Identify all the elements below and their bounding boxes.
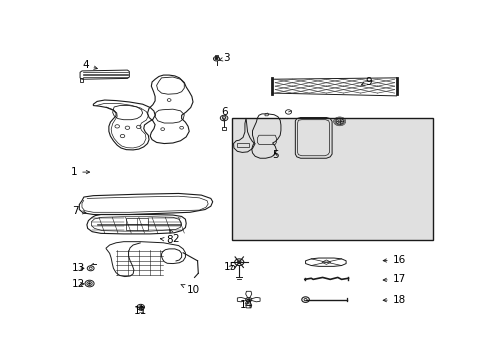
Text: 3: 3	[219, 53, 229, 63]
Text: 8: 8	[160, 235, 173, 245]
Circle shape	[215, 58, 218, 60]
Text: 18: 18	[383, 294, 405, 305]
Text: 16: 16	[383, 255, 405, 265]
Circle shape	[88, 283, 90, 284]
Text: 14: 14	[240, 300, 253, 310]
Text: 4: 4	[82, 60, 97, 70]
Text: 12: 12	[72, 279, 85, 289]
Text: 1: 1	[70, 167, 89, 177]
Text: 5: 5	[271, 150, 278, 161]
Text: 10: 10	[181, 284, 199, 295]
Text: 7: 7	[72, 206, 86, 216]
Text: 11: 11	[134, 306, 147, 316]
Text: 17: 17	[383, 274, 405, 284]
Text: 13: 13	[72, 263, 85, 273]
Text: 9: 9	[361, 77, 371, 87]
Text: 6: 6	[220, 108, 227, 120]
Text: 15: 15	[224, 262, 237, 272]
Text: 2: 2	[169, 230, 178, 244]
Bar	[231, 118, 432, 240]
